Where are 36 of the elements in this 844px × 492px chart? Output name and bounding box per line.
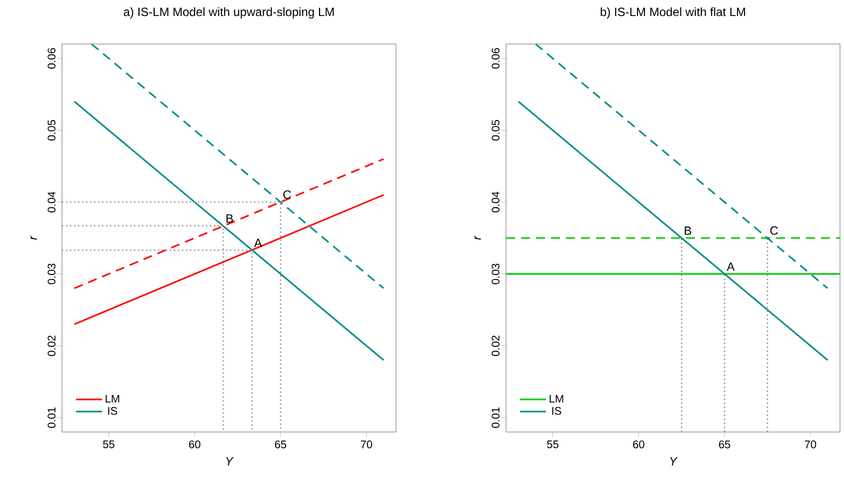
y-tick-label: 0.02	[492, 336, 500, 356]
x-tick-label: 60	[189, 440, 200, 448]
x-tick-label: 65	[274, 440, 286, 448]
y-tick-label: 0.06	[48, 48, 56, 69]
x-axis-title: Y	[226, 457, 234, 466]
x-tick-label: 55	[103, 440, 114, 448]
y-axis-title: r	[474, 236, 481, 240]
legend-label: IS	[108, 406, 118, 415]
annotation: C	[770, 226, 778, 235]
y-tick-label: 0.02	[48, 336, 56, 356]
annotation: B	[226, 214, 233, 223]
y-tick-label: 0.04	[48, 192, 56, 212]
legend-label: LM	[106, 394, 120, 403]
y-tick-label: 0.01	[48, 407, 56, 428]
annotation: B	[684, 226, 692, 235]
y-tick-label: 0.01	[492, 407, 500, 428]
x-tick-label: 60	[633, 440, 644, 448]
y-tick-label: 0.03	[492, 264, 500, 284]
y-tick-label: 0.05	[48, 120, 56, 140]
x-tick-label: 70	[360, 440, 372, 448]
x-tick-label: 70	[804, 440, 816, 448]
y-tick-label: 0.05	[492, 120, 500, 140]
x-tick-label: 65	[718, 440, 730, 448]
y-tick-label: 0.03	[48, 264, 56, 284]
chart-title: b) IS-LM Model with flat LM	[600, 7, 746, 18]
legend-label: IS	[552, 406, 562, 415]
annotation: C	[283, 190, 291, 199]
x-axis-title: Y	[670, 457, 678, 466]
legend-label: LM	[550, 394, 564, 403]
x-tick-label: 55	[547, 440, 558, 448]
annotation: A	[726, 262, 735, 271]
chart-title: a) IS-LM Model with upward-sloping LM	[124, 7, 334, 18]
y-tick-label: 0.06	[492, 48, 500, 69]
y-tick-label: 0.04	[492, 192, 500, 212]
y-axis-title: r	[30, 236, 37, 240]
annotation: A	[254, 238, 262, 248]
